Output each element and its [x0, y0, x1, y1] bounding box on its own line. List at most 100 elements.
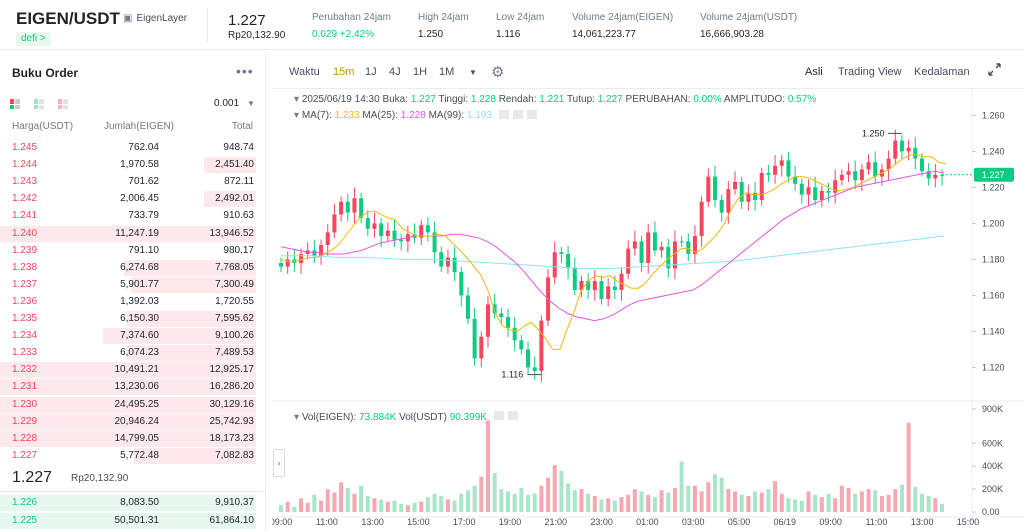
depth-bar	[203, 157, 256, 174]
ask-row[interactable]: 1.234 7,374.60 9,100.26	[0, 327, 266, 345]
ask-row[interactable]: 1.228 14,799.05 18,173.23	[0, 430, 266, 447]
volume-bar	[826, 493, 831, 512]
volume-bar	[579, 489, 584, 512]
volume-bar	[566, 483, 571, 512]
view-tradingview[interactable]: Trading View	[838, 66, 902, 78]
view-bids-icon[interactable]	[34, 99, 44, 109]
ask-row[interactable]: 1.243 701.62 872.11	[0, 173, 266, 190]
ma-close-icon[interactable]	[526, 110, 537, 119]
ask-row[interactable]: 1.237 5,901.77 7,300.49	[0, 276, 266, 293]
order-book: Buku Order ••• 0.001 ▼ Harga(USDT) Jumlah…	[0, 51, 266, 531]
ma-visibility-icon[interactable]	[498, 110, 509, 119]
ask-amount: 762.04	[128, 142, 159, 153]
candle-body	[586, 281, 591, 290]
price-chart[interactable]: 1.260 1.240 1.220 1.200 1.180 1.160 1.140 1.120…	[272, 51, 1024, 531]
ask-row[interactable]: 1.233 6,074.23 7,489.53	[0, 344, 266, 362]
settings-gear-icon[interactable]: ⚙	[491, 64, 505, 81]
precision-select[interactable]: 0.001 ▼	[214, 98, 255, 109]
category-tag[interactable]: defi >	[16, 32, 51, 46]
pair-symbol[interactable]: EIGEN/USDT	[16, 9, 120, 28]
more-intervals-chevron-icon[interactable]: ▼	[469, 68, 477, 77]
bid-row[interactable]: 1.226 8,083.50 9,910.37	[0, 494, 266, 511]
volume-bar	[472, 485, 477, 512]
interval-4j[interactable]: 4J	[389, 66, 401, 78]
ask-row[interactable]: 1.227 5,772.48 7,082.83	[0, 447, 266, 464]
last-price-idr: Rp20,132.90	[228, 30, 286, 41]
volume-bar	[773, 481, 778, 512]
ask-amount: 20,946.24	[114, 415, 160, 427]
ask-total: 948.74	[223, 142, 254, 153]
depth-bar	[127, 345, 256, 362]
price-tick-label: 1.220	[982, 182, 1005, 192]
ma-collapse-icon[interactable]: ▾	[294, 110, 300, 121]
candle-body	[539, 320, 544, 371]
ask-row[interactable]: 1.229 20,946.24 25,742.93	[0, 413, 266, 430]
interval-15m[interactable]: 15m	[333, 66, 355, 78]
candle-body	[699, 201, 704, 236]
time-tick-label: 13:00	[361, 517, 384, 527]
vol-settings-icon[interactable]	[493, 411, 504, 420]
volume-bar	[365, 495, 370, 512]
volume-bar	[492, 473, 497, 512]
volume-bar	[412, 502, 417, 512]
more-options-icon[interactable]: •••	[236, 63, 254, 79]
ask-row[interactable]: 1.239 791.10 980.17	[0, 242, 266, 259]
ask-total: 7,300.49	[215, 278, 254, 290]
ask-row[interactable]: 1.244 1,970.58 2,451.40	[0, 156, 266, 174]
ask-row[interactable]: 1.240 11,247.19 13,946.52	[0, 225, 266, 242]
ask-row[interactable]: 1.231 13,230.06 16,286.20	[0, 378, 266, 396]
volume-bar	[439, 495, 444, 512]
view-asks-icon[interactable]	[58, 99, 68, 109]
volume-bar	[853, 493, 858, 512]
ma25-value: 1.228	[400, 110, 426, 121]
ask-row[interactable]: 1.236 1,392.03 1,720.55	[0, 293, 266, 310]
candle-body	[893, 140, 898, 159]
legend-close-label: Tutup:	[566, 94, 595, 105]
chart-pane: Waktu 15m 1J 4J 1H 1M ▼ ⚙ Asli Trading V…	[272, 51, 1024, 531]
interval-1j[interactable]: 1J	[365, 66, 377, 78]
ask-row[interactable]: 1.245 762.04 948.74	[0, 139, 266, 156]
legend-collapse-icon[interactable]: ▾	[294, 94, 300, 105]
ask-row[interactable]: 1.232 10,491.21 12,925.17	[0, 361, 266, 379]
price-tick-label: 1.180	[982, 254, 1005, 264]
vol-close-icon[interactable]	[507, 411, 518, 420]
interval-1m[interactable]: 1M	[439, 66, 455, 78]
candle-body	[659, 246, 664, 251]
market-header: EIGEN/USDT ▣ EigenLayer defi > 1.227 Rp2…	[0, 0, 1024, 50]
candle-body	[305, 250, 310, 254]
ask-price: 1.235	[12, 313, 38, 324]
view-original[interactable]: Asli	[805, 66, 823, 78]
bid-row[interactable]: 1.225 50,501.31 61,864.10	[0, 512, 266, 529]
volume-bar	[512, 493, 517, 512]
view-depth[interactable]: Kedalaman	[914, 66, 970, 78]
volume-bar	[619, 497, 624, 512]
candle-body	[879, 169, 884, 177]
volume-legend: ▾ Vol(EIGEN): 73.884K Vol(USDT) 90.399K	[294, 411, 518, 423]
ask-row[interactable]: 1.235 6,150.30 7,595.62	[0, 310, 266, 327]
token-name[interactable]: ▣ EigenLayer	[123, 13, 187, 24]
depth-bar	[123, 259, 256, 276]
ask-total: 18,173.23	[209, 432, 255, 444]
ask-row[interactable]: 1.242 2,006.45 2,492.01	[0, 190, 266, 208]
stat-volume-eigen: Volume 24jam(EIGEN) 14,061,223.77	[572, 12, 673, 40]
fullscreen-icon[interactable]	[988, 63, 1001, 79]
interval-1h[interactable]: 1H	[413, 66, 428, 78]
candle-body	[372, 223, 377, 229]
candle-body	[873, 162, 878, 177]
ask-row[interactable]: 1.230 24,495.25 30,129.16	[0, 396, 266, 413]
ask-row[interactable]: 1.238 6,274.68 7,768.05	[0, 259, 266, 276]
ask-amount: 6,274.68	[120, 261, 159, 273]
vol-usdt-label: Vol(USDT)	[399, 412, 447, 423]
ma99-value: 1.193	[466, 110, 492, 121]
depth-bar	[127, 311, 256, 327]
expand-toggle-chevron-icon[interactable]: ›	[273, 449, 285, 477]
ma-settings-icon[interactable]	[512, 110, 523, 119]
volume-bar	[666, 492, 671, 512]
volume-bar	[519, 487, 524, 512]
candle-body	[933, 174, 938, 179]
ask-row[interactable]: 1.241 733.79 910.63	[0, 207, 266, 224]
view-both-icon[interactable]	[10, 99, 20, 109]
candle-body	[325, 232, 330, 245]
vol-collapse-icon[interactable]: ▾	[294, 412, 300, 423]
stat-low-24h: Low 24jam 1.116	[496, 12, 544, 40]
